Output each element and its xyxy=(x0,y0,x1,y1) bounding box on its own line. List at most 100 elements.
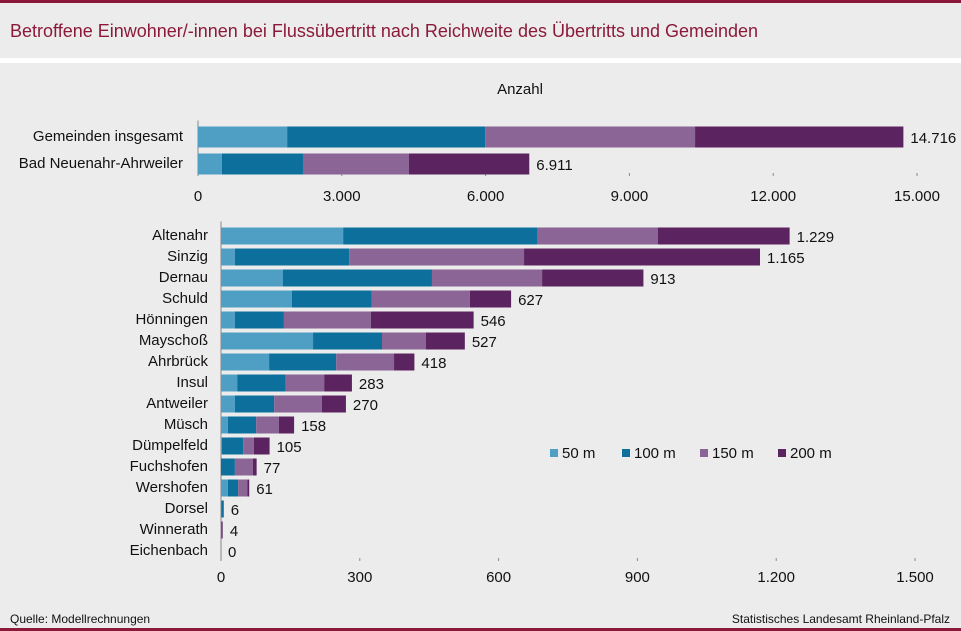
bar-segment xyxy=(321,395,346,413)
bar-segment xyxy=(313,332,383,350)
bar-segment xyxy=(234,248,350,266)
y-tick-label: Bad Neuenahr-Ahrweiler xyxy=(19,155,183,172)
bar-segment xyxy=(408,153,530,175)
bar-segment xyxy=(221,416,228,434)
bar-segment xyxy=(349,248,525,266)
bar-segment xyxy=(221,248,235,266)
bar-segment xyxy=(324,374,352,392)
bar-segment xyxy=(243,437,254,455)
bar-segment xyxy=(282,269,432,287)
bar-segment xyxy=(269,353,337,371)
bar-segment xyxy=(234,395,275,413)
bar-segment xyxy=(221,437,244,455)
legend-label: 150 m xyxy=(712,445,754,462)
total-label: 14.716 xyxy=(910,130,956,147)
y-tick-label: Antweiler xyxy=(146,395,208,412)
bar-segment xyxy=(221,311,235,329)
publisher: Statistisches Landesamt Rheinland-Pfalz xyxy=(732,612,950,626)
source: Quelle: Modellrechnungen xyxy=(10,612,150,626)
x-tick-label: 600 xyxy=(486,569,511,586)
x-tick-label: 3.000 xyxy=(323,188,361,205)
x-tick-label: 1.500 xyxy=(896,569,934,586)
x-tick-label: 0 xyxy=(217,569,225,586)
bar-segment xyxy=(221,290,292,308)
chart-title: Betroffene Einwohner/-innen bei Flussübe… xyxy=(10,21,758,41)
bar-segment xyxy=(221,332,314,350)
total-label: 418 xyxy=(421,355,446,372)
total-label: 77 xyxy=(264,460,281,477)
legend-swatch xyxy=(550,449,558,457)
legend-label: 50 m xyxy=(562,445,595,462)
bar-segment xyxy=(370,311,474,329)
y-tick-label: Eichenbach xyxy=(130,542,208,559)
bar-segment xyxy=(221,153,303,175)
bar-segment xyxy=(274,395,322,413)
y-tick-label: Winnerath xyxy=(140,521,208,538)
bar-segment xyxy=(485,126,696,148)
bar-segment xyxy=(542,269,644,287)
total-label: 6 xyxy=(231,502,239,519)
x-tick-label: 9.000 xyxy=(611,188,649,205)
bar-segment xyxy=(221,437,222,455)
x-tick-label: 900 xyxy=(625,569,650,586)
total-label: 1.229 xyxy=(797,229,835,246)
bar-segment xyxy=(336,353,395,371)
bar-segment xyxy=(253,437,270,455)
bar-segment xyxy=(221,374,238,392)
bar-segment xyxy=(285,374,325,392)
legend-swatch xyxy=(700,449,708,457)
bar-segment xyxy=(382,332,426,350)
bar-segment xyxy=(425,332,465,350)
bar-segment xyxy=(302,153,409,175)
total-label: 105 xyxy=(277,439,302,456)
bar-segment xyxy=(278,416,295,434)
total-label: 6.911 xyxy=(536,157,572,174)
y-tick-label: Fuchshofen xyxy=(130,458,208,475)
bar-segment xyxy=(221,500,224,518)
legend-label: 200 m xyxy=(790,445,832,462)
y-tick-label: Mayschoß xyxy=(139,332,208,349)
bar-segment xyxy=(537,227,658,245)
bar-segment xyxy=(343,227,538,245)
x-tick-label: 15.000 xyxy=(894,188,940,205)
bar-segment xyxy=(431,269,543,287)
total-label: 4 xyxy=(230,523,238,540)
bar-segment xyxy=(227,479,239,497)
y-tick-label: Hönningen xyxy=(135,311,208,328)
x-tick-label: 0 xyxy=(194,188,202,205)
total-label: 158 xyxy=(301,418,326,435)
bar-segment xyxy=(198,153,222,175)
bar-segment xyxy=(237,374,286,392)
bar-segment xyxy=(227,416,257,434)
y-tick-label: Ahrbrück xyxy=(148,353,209,370)
bar-segment xyxy=(394,353,415,371)
bar-segment xyxy=(221,395,235,413)
bar-segment xyxy=(695,126,904,148)
total-label: 283 xyxy=(359,376,384,393)
y-tick-label: Dorsel xyxy=(165,500,208,517)
bar-segment xyxy=(291,290,372,308)
bar-segment xyxy=(221,269,283,287)
x-tick-label: 6.000 xyxy=(467,188,505,205)
bar-segment xyxy=(221,353,270,371)
bar-segment xyxy=(252,458,257,476)
bar-segment xyxy=(469,290,512,308)
y-tick-label: Sinzig xyxy=(167,248,208,265)
total-label: 1.165 xyxy=(767,250,805,267)
bar-segment xyxy=(221,521,222,539)
bar-segment xyxy=(221,227,344,245)
bar-segment xyxy=(287,126,486,148)
x-tick-label: 12.000 xyxy=(750,188,796,205)
y-tick-label: Dernau xyxy=(159,269,208,286)
bar-segment xyxy=(371,290,470,308)
legend-swatch xyxy=(622,449,630,457)
total-label: 61 xyxy=(256,481,273,498)
total-label: 913 xyxy=(650,271,675,288)
y-tick-label: Dümpelfeld xyxy=(132,437,208,454)
total-label: 546 xyxy=(481,313,506,330)
bar-segment xyxy=(221,458,235,476)
y-tick-label: Altenahr xyxy=(152,227,208,244)
bar-segment xyxy=(221,479,228,497)
bar-segment xyxy=(657,227,790,245)
